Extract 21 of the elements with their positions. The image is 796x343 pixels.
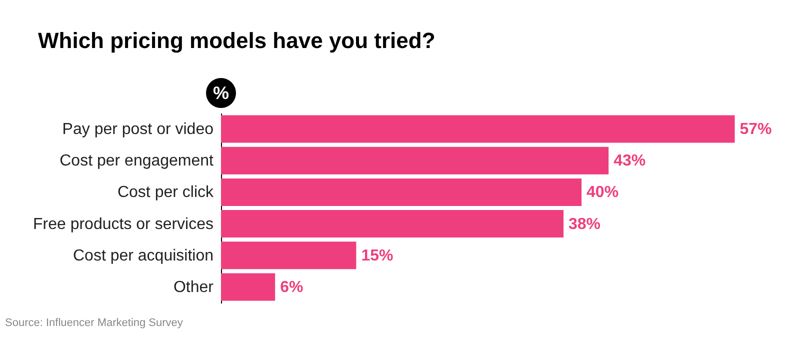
data-label: 15% — [361, 247, 394, 264]
x-axis-title: % — [212, 83, 230, 103]
y-tick-label: Free products or services — [32, 216, 214, 233]
bar — [221, 273, 276, 301]
data-label: 38% — [568, 216, 601, 233]
y-tick-label: Other — [173, 279, 214, 296]
y-tick-label: Cost per engagement — [60, 152, 214, 170]
y-tick-label: Pay per post or video — [62, 120, 214, 138]
data-label: 57% — [740, 120, 772, 138]
y-tick-label: Cost per acquisition — [72, 247, 214, 264]
bar — [221, 178, 582, 206]
y-tick-label: Cost per click — [117, 184, 214, 202]
data-label: 43% — [614, 152, 646, 170]
bar — [221, 242, 356, 270]
data-label: 6% — [280, 279, 304, 296]
chart-title: Which pricing models have you tried? — [38, 28, 436, 53]
bar — [221, 210, 564, 238]
data-label: 40% — [586, 184, 619, 202]
bar — [221, 115, 735, 143]
bar — [221, 146, 609, 174]
source-note: Source: Influencer Marketing Survey — [5, 317, 184, 329]
